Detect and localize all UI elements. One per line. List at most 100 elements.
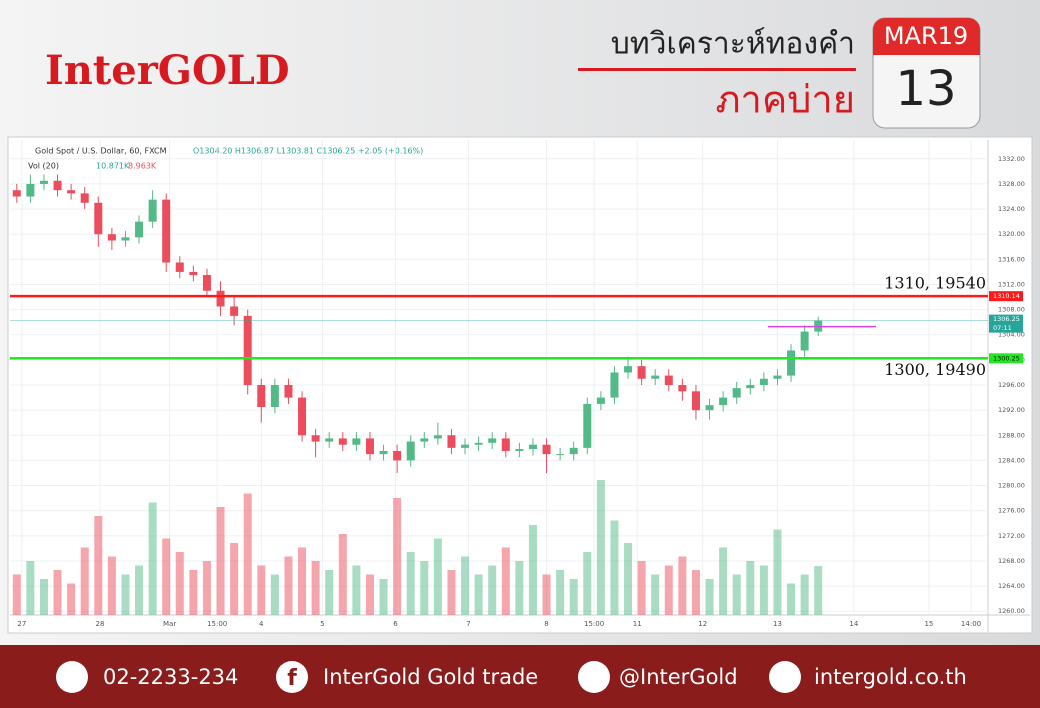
volume-bar [719, 547, 728, 615]
candle-body [773, 375, 782, 379]
volume-bar [393, 498, 402, 615]
line-icon [578, 661, 610, 693]
candle-body [719, 397, 728, 406]
candle-body [67, 190, 76, 194]
candle-body [230, 306, 239, 316]
candle-body [94, 202, 103, 235]
volume-bar [216, 507, 225, 615]
volume-bar [583, 552, 592, 615]
candle-body [352, 438, 361, 445]
volume-bar [80, 547, 89, 615]
candle-body [691, 391, 700, 411]
candle-body [338, 438, 347, 445]
volume-bar [651, 574, 660, 615]
candle-body [12, 190, 21, 197]
volume-bar [691, 570, 700, 615]
symbol: Gold Spot / U.S. Dollar, 60, FXCM [35, 147, 167, 156]
candle-body [311, 435, 320, 442]
x-tick-label: Mar [163, 620, 176, 628]
calendar-month: MAR19 [884, 22, 968, 50]
facebook: InterGold Gold trade [323, 665, 538, 689]
volume-bar [202, 561, 211, 615]
candle-body [257, 385, 266, 408]
volume-bar [800, 574, 809, 615]
volume-bar [365, 574, 374, 615]
candle-body [528, 444, 537, 450]
candle-body [433, 435, 442, 439]
candle-body [651, 375, 660, 379]
candle-body [787, 350, 796, 376]
volume-bar [637, 561, 646, 615]
candle-body [637, 366, 646, 379]
footer [0, 645, 1040, 708]
line-id: @InterGold [619, 665, 738, 689]
title: บทวิเคราะห์ทองคำ [611, 27, 855, 62]
calendar-day: 13 [895, 61, 956, 117]
volume-bar [12, 574, 21, 615]
volume-bar [406, 552, 415, 615]
candle-body [705, 405, 714, 411]
candle-body [216, 290, 225, 307]
y-tick-label: 1276.00 [998, 507, 1025, 515]
x-tick-label: 12 [698, 620, 707, 628]
level-tag [989, 353, 1023, 364]
volume-bar [257, 565, 266, 615]
level-tag [989, 291, 1023, 302]
y-tick-label: 1332.00 [998, 155, 1025, 163]
candle-body [379, 450, 388, 455]
x-tick-label: 28 [96, 620, 105, 628]
candle-body [583, 403, 592, 448]
y-tick-label: 1272.00 [998, 532, 1025, 540]
volume-bar [787, 583, 796, 615]
candle-body [121, 237, 130, 241]
volume-bar [569, 579, 578, 615]
candle-body [474, 442, 483, 445]
candle-body [746, 385, 755, 389]
volume-bar [596, 480, 605, 615]
candle-body [53, 180, 62, 191]
last-price-label: 1306.25 [993, 315, 1020, 323]
logo: InterGOLD [45, 47, 290, 94]
candle-body [406, 441, 415, 461]
y-tick-label: 1280.00 [998, 482, 1025, 490]
x-tick-label: 5 [320, 620, 324, 628]
volume-bar [243, 493, 252, 615]
candle-body [80, 193, 89, 203]
volume-bar [352, 565, 361, 615]
y-tick-label: 1284.00 [998, 456, 1025, 464]
volume-bar [474, 574, 483, 615]
candle-body [298, 397, 307, 436]
candle-body [202, 275, 211, 291]
candle-body [542, 444, 551, 455]
volume-bar [664, 565, 673, 615]
countdown: 07:11 [993, 324, 1012, 332]
website: intergold.co.th [814, 665, 967, 689]
candle-body [39, 180, 48, 184]
y-tick-label: 1296.00 [998, 381, 1025, 389]
y-tick-label: 1320.00 [998, 230, 1025, 238]
volume-bar [678, 556, 687, 615]
candle-body [488, 438, 497, 443]
x-tick-label: 14 [849, 620, 858, 628]
candle-body [26, 183, 35, 197]
x-tick-label: 15 [924, 620, 933, 628]
candle-body [447, 435, 456, 448]
candle-body [678, 385, 687, 392]
volume-bar [162, 538, 171, 615]
volume-bar [121, 574, 130, 615]
volume-bar [53, 570, 62, 615]
facebook-glyph: f [287, 666, 297, 691]
candle-body [800, 331, 809, 351]
volume-value: 10.871K [96, 162, 130, 171]
subtitle: ภาคบ่าย [715, 78, 855, 122]
volume-bar [501, 547, 510, 615]
volume-bar [610, 520, 619, 615]
volume-bar [542, 574, 551, 615]
candle-body [596, 397, 605, 404]
candle-body [175, 262, 184, 272]
volume-bar [94, 516, 103, 615]
volume-bar [325, 570, 334, 615]
volume-bar [732, 574, 741, 615]
